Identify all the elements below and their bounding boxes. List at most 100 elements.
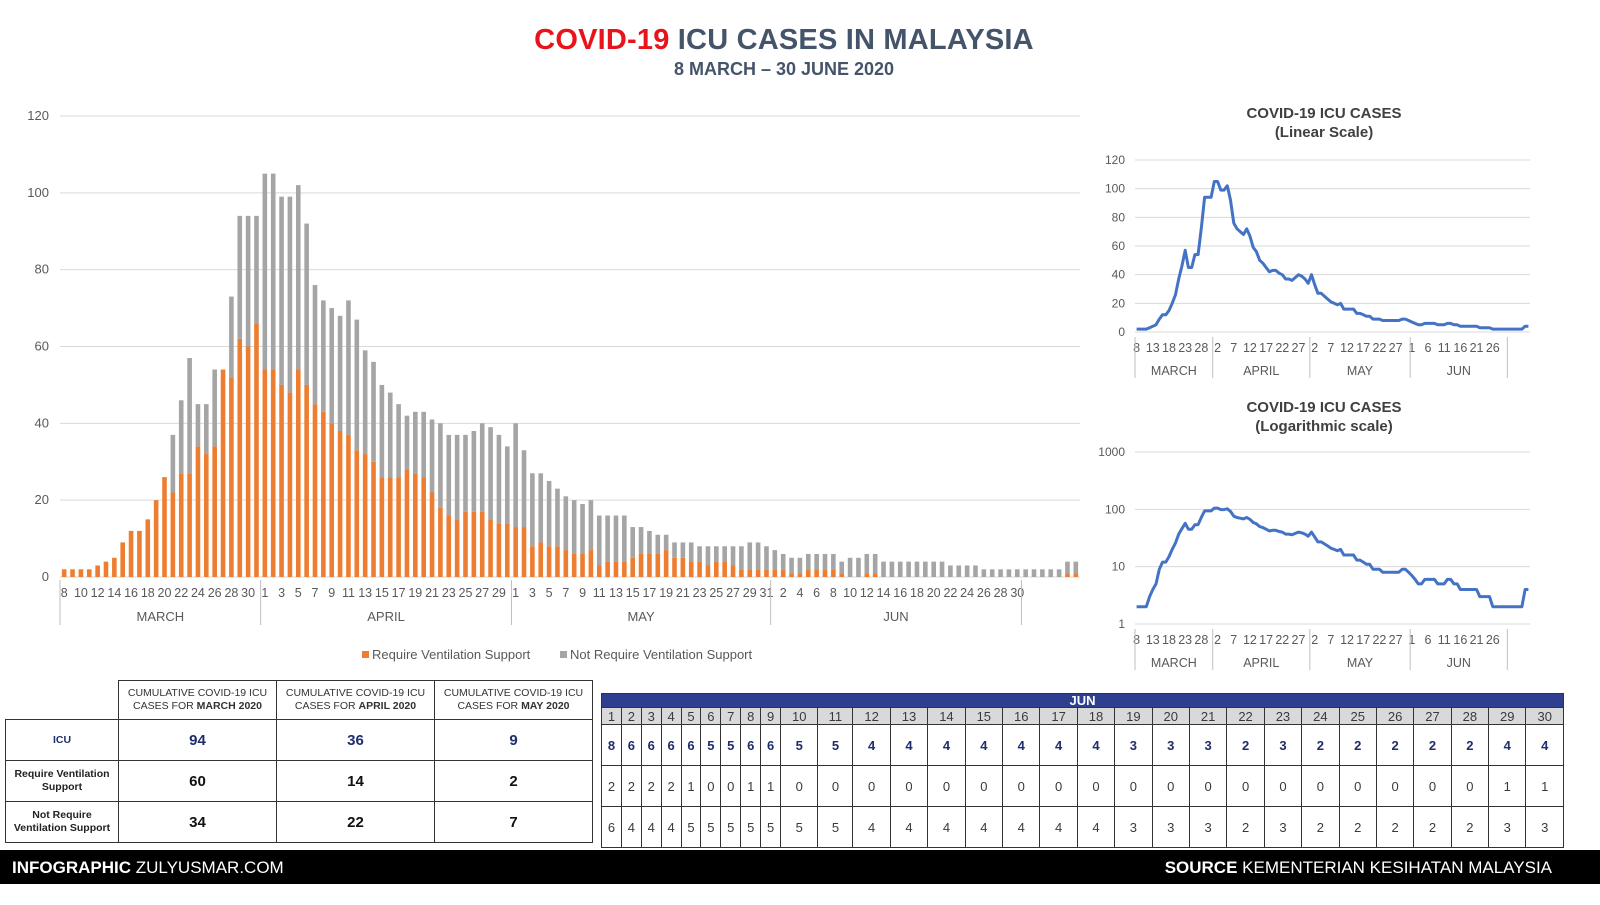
bar-ventilated bbox=[70, 569, 75, 577]
bar-not-ventilated bbox=[362, 350, 368, 455]
bar-not-ventilated bbox=[730, 546, 736, 566]
bar-not-ventilated bbox=[839, 561, 845, 574]
bar-not-ventilated bbox=[789, 557, 794, 574]
bar-ventilated bbox=[780, 569, 786, 577]
bar-not-ventilated bbox=[856, 557, 861, 577]
june-ventilated-cell: 0 bbox=[1450, 765, 1490, 807]
june-icu-cell: 2 bbox=[1338, 724, 1377, 766]
june-day-cell: 3 bbox=[640, 707, 662, 725]
x-tick-label: 4 bbox=[796, 586, 803, 600]
mini-chart-title: COVID-19 ICU CASES bbox=[1246, 399, 1401, 416]
vent-may-value: 2 bbox=[434, 760, 593, 802]
month-label: JUN bbox=[1447, 656, 1471, 670]
june-not-ventilated-cell: 3 bbox=[1151, 806, 1190, 848]
june-not-ventilated-cell: 3 bbox=[1488, 806, 1527, 848]
row-label-not-ventilated: Not Require Ventilation Support bbox=[5, 801, 119, 843]
june-ventilated-cell: 0 bbox=[720, 765, 742, 807]
legend-label-not-ventilated: Not Require Ventilation Support bbox=[570, 647, 753, 662]
june-day-cell: 7 bbox=[720, 707, 742, 725]
june-not-ventilated-cell: 4 bbox=[660, 806, 682, 848]
bar-not-ventilated bbox=[1048, 569, 1054, 577]
bar-not-ventilated bbox=[998, 569, 1003, 577]
x-tick-label: 2 bbox=[1311, 341, 1318, 355]
june-ventilated-cell: 1 bbox=[1488, 765, 1527, 807]
june-not-ventilated-cell: 5 bbox=[720, 806, 742, 848]
month-label: MAY bbox=[1347, 656, 1374, 670]
x-tick-label: 17 bbox=[642, 586, 656, 600]
june-day-cell: 20 bbox=[1151, 707, 1190, 725]
bar-ventilated bbox=[580, 553, 585, 577]
june-ventilated-cell: 1 bbox=[1525, 765, 1564, 807]
bar-ventilated bbox=[337, 431, 343, 577]
mini-chart-subtitle: (Linear Scale) bbox=[1275, 124, 1373, 141]
bar-ventilated bbox=[229, 377, 234, 577]
y-tick-label: 1000 bbox=[1098, 445, 1125, 459]
june-ventilated-cell: 0 bbox=[700, 765, 722, 807]
june-ventilated-cell: 0 bbox=[1039, 765, 1078, 807]
y-tick-label: 120 bbox=[27, 108, 49, 123]
bar-ventilated bbox=[346, 434, 351, 577]
x-tick-label: 2 bbox=[1311, 633, 1318, 647]
june-day-cell: 8 bbox=[740, 707, 762, 725]
x-tick-label: 13 bbox=[609, 586, 623, 600]
bar-not-ventilated bbox=[530, 473, 535, 547]
june-not-ventilated-cell: 4 bbox=[889, 806, 929, 848]
x-tick-label: 26 bbox=[977, 586, 991, 600]
bar-not-ventilated bbox=[956, 565, 962, 577]
bar-not-ventilated bbox=[254, 215, 259, 324]
june-icu-cell: 4 bbox=[964, 724, 1004, 766]
y-tick-label: 20 bbox=[1112, 296, 1126, 310]
bar-ventilated bbox=[404, 469, 410, 577]
bar-ventilated bbox=[647, 553, 652, 577]
bar-not-ventilated bbox=[321, 300, 326, 412]
bar-ventilated bbox=[204, 454, 209, 577]
bar-not-ventilated bbox=[287, 196, 293, 393]
june-ventilated-cell: 0 bbox=[889, 765, 929, 807]
bar-ventilated bbox=[789, 573, 794, 577]
x-tick-label: 8 bbox=[830, 586, 837, 600]
cumulative-header-row: CUMULATIVE COVID-19 ICU CASES FOR MARCH … bbox=[6, 680, 593, 720]
x-tick-label: 26 bbox=[1486, 341, 1500, 355]
bar-not-ventilated bbox=[463, 434, 468, 512]
x-tick-label: 21 bbox=[1470, 633, 1484, 647]
june-icu-cell: 4 bbox=[1002, 724, 1041, 766]
bar-not-ventilated bbox=[747, 542, 753, 570]
june-ventilated-cell: 1 bbox=[760, 765, 782, 807]
june-not-ventilated-cell: 2 bbox=[1301, 806, 1340, 848]
bar-ventilated bbox=[622, 561, 627, 577]
june-icu-cell: 5 bbox=[720, 724, 742, 766]
bar-not-ventilated bbox=[630, 527, 636, 558]
bar-not-ventilated bbox=[513, 423, 518, 528]
bar-ventilated bbox=[362, 454, 368, 577]
bar-not-ventilated bbox=[304, 223, 309, 385]
x-tick-label: 1 bbox=[261, 586, 268, 600]
june-ventilated-cell: 2 bbox=[601, 765, 622, 807]
x-tick-label: 9 bbox=[579, 586, 586, 600]
bar-ventilated bbox=[254, 323, 259, 577]
bar-ventilated bbox=[1065, 573, 1070, 577]
month-label: JUN bbox=[1447, 364, 1471, 378]
y-tick-label: 60 bbox=[1112, 239, 1126, 253]
icu-april-value: 36 bbox=[276, 719, 435, 761]
june-day-cell: 16 bbox=[1002, 707, 1041, 725]
x-tick-label: 12 bbox=[91, 586, 105, 600]
y-tick-label: 40 bbox=[1112, 268, 1126, 282]
month-label: APRIL bbox=[1243, 656, 1279, 670]
june-day-cell: 19 bbox=[1114, 707, 1153, 725]
bar-not-ventilated bbox=[212, 369, 217, 447]
bar-not-ventilated bbox=[931, 561, 936, 577]
row-label-ventilated: Require Ventilation Support bbox=[5, 760, 119, 802]
x-tick-label: 20 bbox=[927, 586, 941, 600]
x-tick-label: 8 bbox=[1133, 341, 1140, 355]
june-day-cell: 27 bbox=[1413, 707, 1452, 725]
x-tick-label: 24 bbox=[960, 586, 974, 600]
x-tick-label: 24 bbox=[191, 586, 205, 600]
bar-ventilated bbox=[663, 550, 669, 577]
bar-ventilated bbox=[479, 511, 485, 577]
x-tick-label: 26 bbox=[208, 586, 222, 600]
bar-ventilated bbox=[764, 569, 769, 577]
bar-ventilated bbox=[739, 569, 744, 577]
june-ventilated-cell: 0 bbox=[1002, 765, 1041, 807]
